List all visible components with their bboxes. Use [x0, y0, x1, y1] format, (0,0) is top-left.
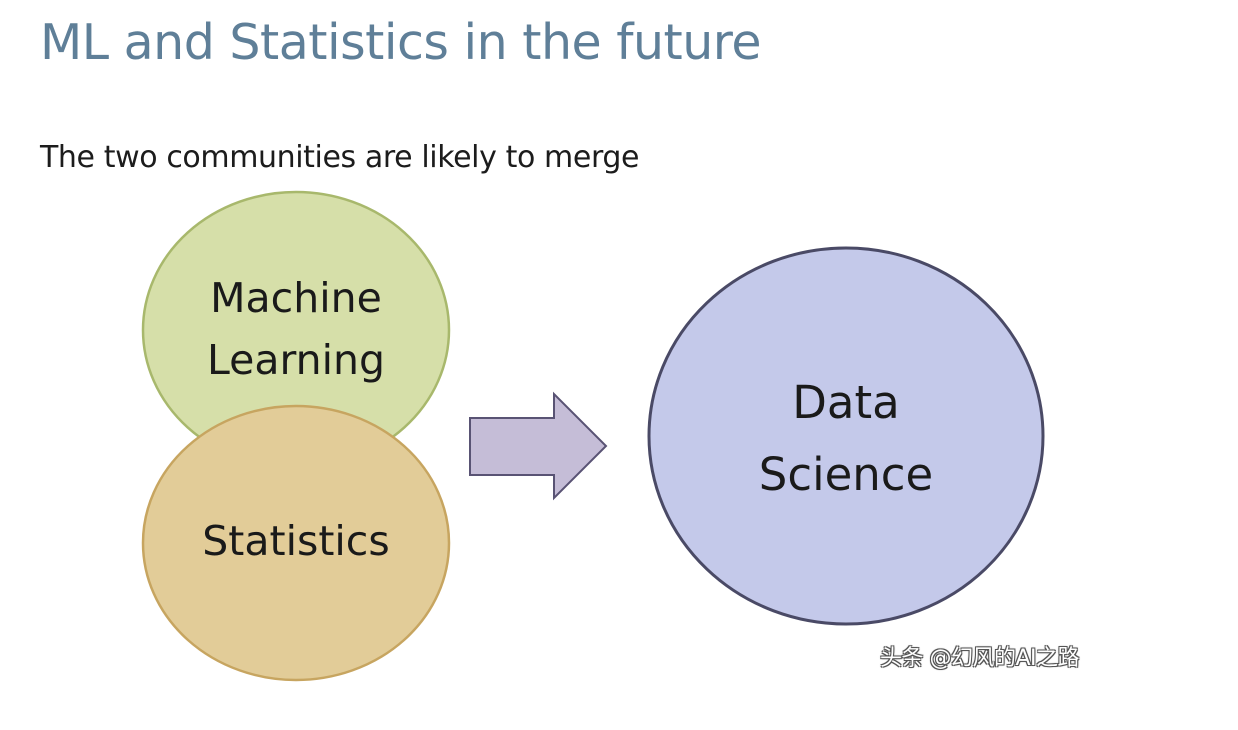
watermark: 头条 @幻风的AI之路 [880, 646, 1080, 671]
statistics-circle [141, 404, 451, 682]
data-science-label-line2: Science [759, 448, 933, 501]
machine-learning-label-line2: Learning [207, 336, 385, 384]
data-science-label-line1: Data [792, 376, 899, 429]
merge-arrow [469, 391, 608, 501]
slide-subtitle: The two communities are likely to merge [40, 140, 640, 175]
machine-learning-label-line1: Machine [210, 274, 382, 322]
statistics-label: Statistics [202, 517, 389, 565]
slide-title: ML and Statistics in the future [40, 14, 762, 71]
data-science-circle [647, 246, 1045, 626]
